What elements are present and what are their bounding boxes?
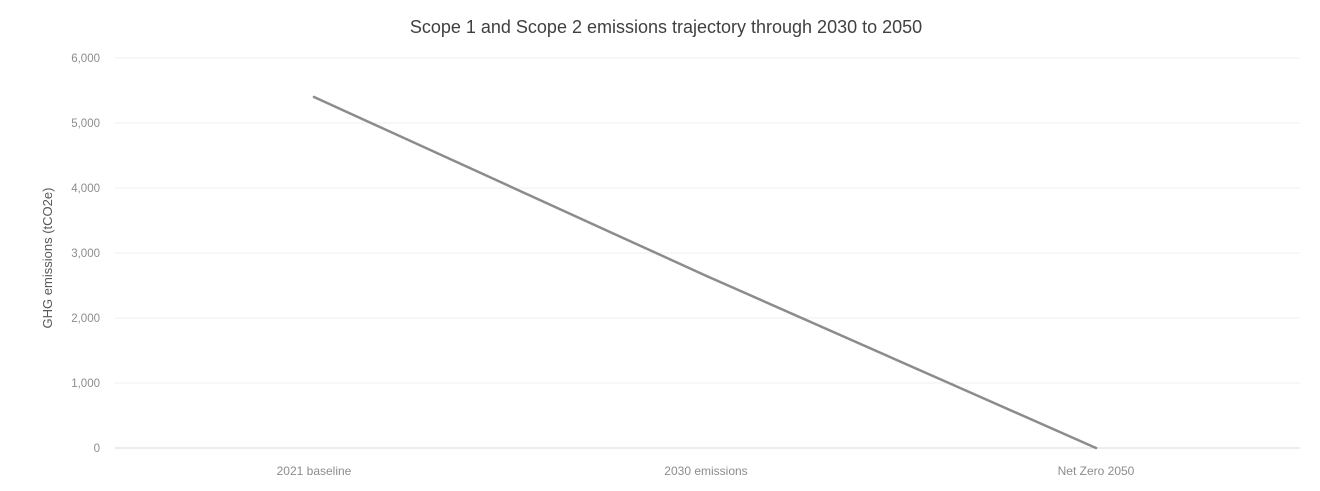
series bbox=[312, 95, 1098, 450]
y-tick-label: 6,000 bbox=[71, 53, 100, 65]
y-tick-label: 1,000 bbox=[71, 378, 100, 390]
y-tick-label: 5,000 bbox=[71, 118, 100, 130]
y-axis-ticks: 0 1,000 2,000 3,000 4,000 5,000 6,000 bbox=[71, 53, 100, 455]
y-tick-label: 2,000 bbox=[71, 313, 100, 325]
y-tick-label: 0 bbox=[94, 443, 100, 455]
chart-title: Scope 1 and Scope 2 emissions trajectory… bbox=[410, 17, 922, 37]
x-axis-ticks: 2021 baseline 2030 emissions Net Zero 2050 bbox=[277, 464, 1135, 478]
gridlines bbox=[115, 57, 1300, 449]
x-tick-label: 2030 emissions bbox=[664, 464, 747, 478]
y-tick-label: 4,000 bbox=[71, 183, 100, 195]
y-tick-label: 3,000 bbox=[71, 248, 100, 260]
data-point bbox=[704, 274, 708, 277]
y-axis-title: GHG emissions (tCO2e) bbox=[40, 188, 55, 329]
data-point bbox=[1094, 446, 1098, 450]
x-tick-label: Net Zero 2050 bbox=[1058, 464, 1135, 478]
series-line bbox=[312, 95, 1098, 450]
data-point bbox=[312, 95, 316, 99]
x-tick-label: 2021 baseline bbox=[277, 464, 352, 478]
